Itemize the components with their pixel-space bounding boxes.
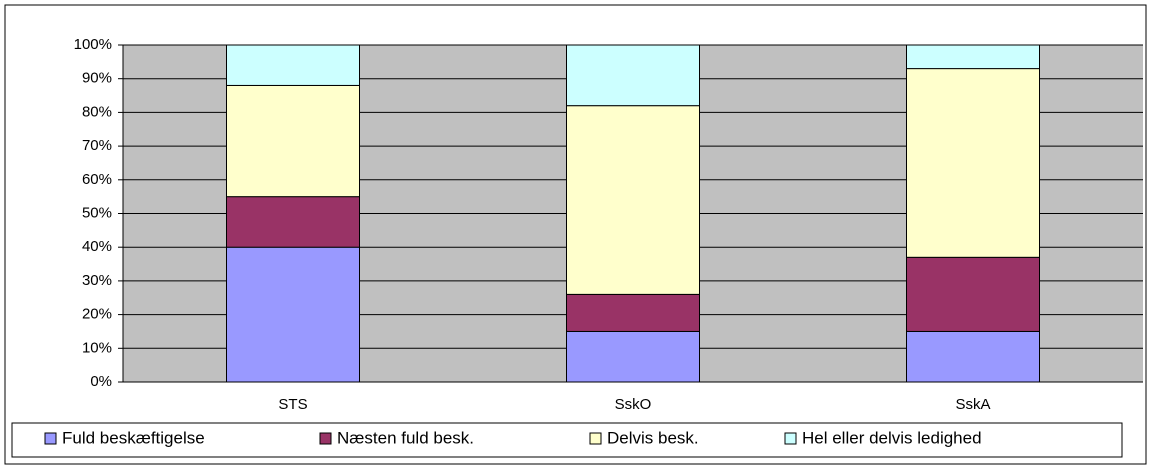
legend-label: Hel eller delvis ledighed xyxy=(802,428,982,447)
bar-segment xyxy=(906,256,1040,332)
bar-segment xyxy=(226,196,360,248)
legend-swatch xyxy=(589,432,602,445)
legend-swatch xyxy=(784,432,797,445)
y-tick-label: 80% xyxy=(82,103,112,120)
y-tick-label: 30% xyxy=(82,272,112,289)
y-tick-label: 20% xyxy=(82,306,112,323)
y-tick-label: 100% xyxy=(74,36,112,53)
bar-segment xyxy=(906,330,1040,383)
y-tick-label: 70% xyxy=(82,137,112,154)
x-tick-label: SskA xyxy=(955,396,990,413)
x-tick-label: SskO xyxy=(615,396,652,413)
y-tick-label: 60% xyxy=(82,171,112,188)
x-tick-label: STS xyxy=(278,396,307,413)
bar-segment xyxy=(226,44,360,86)
bar-segment xyxy=(906,44,1040,70)
bar-segment xyxy=(566,44,700,107)
y-tick-label: 40% xyxy=(82,238,112,255)
bar-segment xyxy=(566,293,700,332)
y-tick-label: 10% xyxy=(82,339,112,356)
bar-segment xyxy=(226,246,360,383)
bar-segment xyxy=(906,68,1040,258)
legend-swatch xyxy=(44,432,57,445)
bar-segment xyxy=(566,105,700,295)
y-tick-label: 0% xyxy=(90,373,112,390)
y-tick-label: 50% xyxy=(82,204,112,221)
legend-label: Fuld beskæftigelse xyxy=(62,428,205,447)
legend-swatch xyxy=(319,432,332,445)
legend-box xyxy=(11,422,1123,458)
y-tick-label: 90% xyxy=(82,70,112,87)
legend-label: Delvis besk. xyxy=(607,428,699,447)
legend-label: Næsten fuld besk. xyxy=(337,428,474,447)
bar-segment xyxy=(566,330,700,383)
bar-segment xyxy=(226,84,360,198)
